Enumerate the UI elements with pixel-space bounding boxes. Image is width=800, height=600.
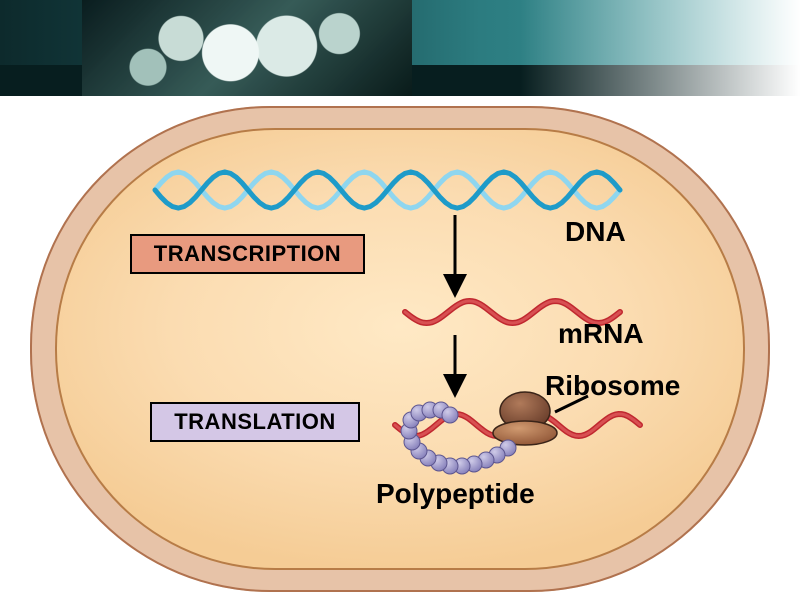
label-translation: TRANSLATION [150, 402, 360, 442]
label-dna: DNA [565, 218, 626, 246]
header-sem-image [82, 0, 412, 96]
label-mrna: mRNA [558, 320, 644, 348]
slide-header [0, 0, 800, 96]
label-polypeptide: Polypeptide [376, 480, 535, 508]
diagram-stage [0, 96, 800, 600]
label-ribosome: Ribosome [545, 372, 680, 400]
label-transcription: TRANSCRIPTION [130, 234, 365, 274]
